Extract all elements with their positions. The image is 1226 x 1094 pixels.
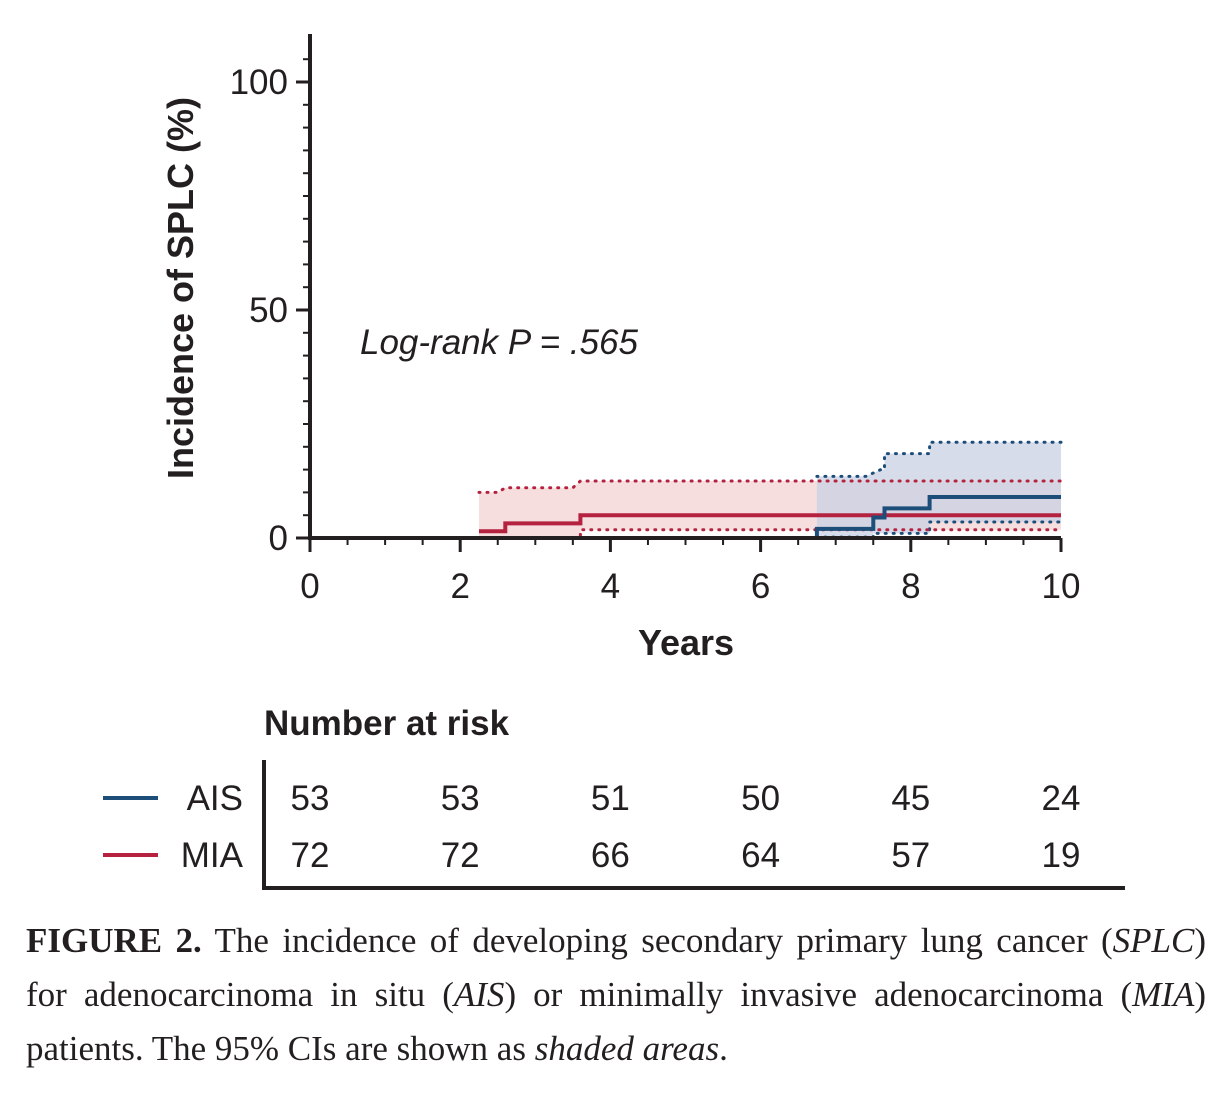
caption-italic-splc: SPLC	[1112, 921, 1195, 960]
caption-text-3: ) or minimally invasive adenocarcinoma (	[504, 975, 1133, 1014]
x-tick-label: 10	[1042, 567, 1081, 606]
risk-value-mia: 72	[441, 836, 480, 875]
x-tick-label: 6	[751, 567, 770, 606]
axes: 0 50 100 0 2 4 6 8 10	[230, 34, 1081, 606]
ci-lower-line-mia	[477, 528, 1063, 540]
caption-label: FIGURE 2.	[26, 921, 202, 960]
x-tick-label: 2	[450, 567, 469, 606]
caption-italic-shaded: shaded areas	[534, 1029, 720, 1068]
caption-text-5: .	[719, 1029, 728, 1068]
risk-table: Number at risk AIS 53 53 51 50 45 24 MIA 72 72 66 6…	[103, 704, 1125, 890]
ci-upper-line-mia	[477, 479, 1063, 494]
caption-text-4: ) patients. The 95% CIs are shown as	[26, 975, 1206, 1068]
y-tick-label: 50	[249, 291, 288, 330]
y-tick-label: 100	[230, 63, 288, 102]
x-tick-label: 4	[601, 567, 620, 606]
y-axis-title: Incidence of SPLC (%)	[160, 97, 201, 479]
caption-italic-mia: MIA	[1132, 975, 1195, 1014]
risk-value-ais: 50	[741, 779, 780, 818]
risk-table-title: Number at risk	[264, 704, 510, 743]
risk-value-ais: 53	[291, 779, 330, 818]
caption-text-1: The incidence of developing secondary pr…	[201, 921, 1113, 960]
risk-value-mia: 57	[891, 836, 930, 875]
risk-value-mia: 64	[741, 836, 780, 875]
risk-value-mia: 66	[591, 836, 630, 875]
estimate-line-mia	[479, 513, 1061, 534]
y-tick-label: 0	[269, 519, 288, 558]
x-tick-label: 0	[300, 567, 319, 606]
x-tick-label: 8	[901, 567, 920, 606]
risk-value-ais: 51	[591, 779, 630, 818]
log-rank-annotation: Log-rank P = .565	[360, 323, 638, 362]
risk-value-mia: 19	[1042, 836, 1081, 875]
plot-area	[310, 440, 1063, 540]
caption-text-2: ) for adenocarcinoma in situ (	[26, 921, 1207, 1014]
estimate-line-ais	[310, 495, 1061, 540]
risk-value-ais: 24	[1042, 779, 1081, 818]
figure-caption: FIGURE 2. The incidence of developing se…	[26, 914, 1206, 1076]
legend-label-mia: MIA	[181, 836, 244, 875]
legend-label-ais: AIS	[187, 779, 243, 818]
x-axis-title: Years	[638, 622, 734, 663]
caption-italic-ais: AIS	[453, 975, 505, 1014]
risk-value-ais: 53	[441, 779, 480, 818]
risk-value-mia: 72	[291, 836, 330, 875]
risk-value-ais: 45	[891, 779, 930, 818]
